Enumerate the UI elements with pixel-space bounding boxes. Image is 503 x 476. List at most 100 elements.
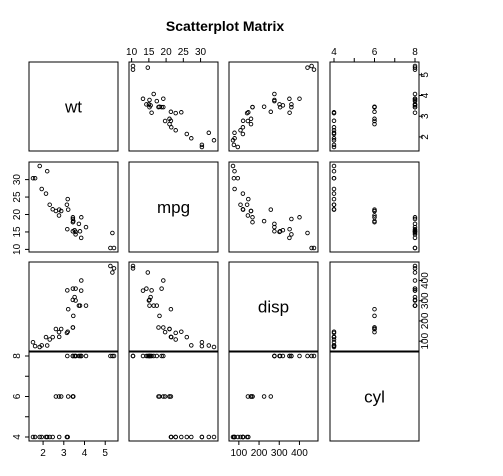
left-axis-mpg: 10 15 20 25 30 [12, 174, 30, 255]
point [43, 191, 49, 196]
point [248, 116, 254, 122]
point [111, 353, 117, 359]
point [248, 208, 254, 214]
point [43, 334, 49, 340]
point [73, 286, 78, 291]
top-axis-cyl: 4 6 8 [331, 47, 418, 63]
point [331, 142, 337, 148]
point [311, 67, 317, 72]
point [289, 104, 294, 110]
point [130, 63, 136, 69]
point [76, 221, 82, 227]
point [277, 229, 283, 234]
point [77, 229, 83, 234]
point [248, 121, 254, 127]
point [78, 235, 84, 241]
point [159, 353, 164, 359]
point [30, 434, 36, 440]
point [277, 353, 282, 359]
point [130, 263, 136, 269]
point [73, 298, 78, 303]
point [261, 394, 267, 399]
variable-label-wt: wt [64, 98, 82, 117]
point [65, 353, 70, 359]
panel-frame [228, 261, 319, 352]
panel-cyl-vs-cyl: cyl [329, 351, 420, 442]
point [231, 175, 237, 181]
point [50, 207, 55, 212]
point [248, 394, 254, 399]
point [179, 434, 184, 440]
point [244, 110, 250, 116]
point [37, 434, 42, 440]
point [277, 104, 283, 110]
point [412, 298, 418, 303]
point [73, 229, 78, 235]
tick-label: 20 [12, 209, 23, 221]
point [73, 353, 78, 359]
point [331, 337, 337, 342]
point [289, 216, 294, 222]
point [154, 98, 160, 104]
variable-label-mpg: mpg [157, 198, 190, 217]
point [305, 230, 310, 236]
point [32, 175, 38, 181]
panel-frame [128, 351, 219, 442]
right-axis-wt: 2 3 4 5 [418, 72, 431, 140]
point [147, 297, 152, 303]
point [277, 102, 282, 107]
tick-label: 5 [420, 72, 431, 78]
panel-frame [228, 161, 319, 253]
panel-mpg-vs-disp [228, 161, 319, 253]
variable-label-cyl: cyl [364, 388, 385, 407]
tick-label: 3 [420, 113, 431, 119]
point [331, 207, 337, 212]
panel-wt-vs-wt: wt [28, 61, 119, 152]
point [309, 353, 314, 359]
panel-mpg-vs-wt [28, 161, 119, 253]
point [64, 434, 70, 440]
point [32, 343, 38, 349]
point [159, 286, 164, 291]
point [287, 110, 292, 115]
tick-label: 6 [372, 47, 378, 58]
point [145, 65, 151, 70]
point [244, 202, 250, 207]
point [331, 138, 337, 143]
panel-frame [128, 261, 219, 352]
point [50, 434, 55, 440]
point [232, 186, 237, 192]
point [157, 313, 162, 319]
panel-mpg-vs-mpg: mpg [128, 161, 219, 253]
point [154, 353, 160, 359]
point [70, 297, 76, 303]
point [235, 434, 241, 440]
panel-frame [28, 351, 119, 442]
tick-label: 15 [12, 226, 23, 238]
point [412, 288, 418, 293]
panel-wt-vs-cyl [329, 61, 420, 152]
point [199, 339, 205, 345]
point [189, 434, 194, 440]
point [311, 353, 317, 359]
point [179, 329, 184, 334]
point [331, 168, 337, 174]
point [412, 226, 418, 232]
tick-label: 400 [420, 272, 431, 289]
point [232, 168, 237, 174]
point [168, 306, 174, 312]
point [309, 245, 314, 251]
point [272, 353, 277, 359]
tick-label: 8 [12, 353, 23, 359]
point [130, 266, 136, 271]
point [311, 245, 317, 251]
tick-label: 100 [230, 448, 247, 459]
point [372, 219, 377, 225]
point [331, 339, 337, 345]
point [167, 394, 172, 399]
point [331, 186, 337, 192]
point [30, 339, 36, 345]
point [111, 245, 117, 251]
point [412, 63, 418, 69]
point [289, 102, 294, 107]
